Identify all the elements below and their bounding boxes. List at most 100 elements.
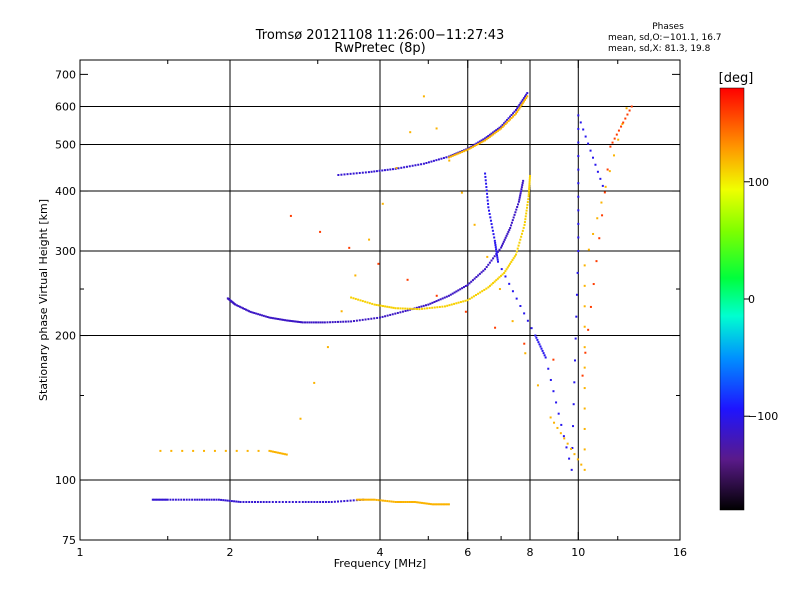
data-point: [316, 500, 319, 503]
data-point: [381, 315, 384, 318]
data-point: [584, 351, 587, 354]
data-point: [517, 109, 520, 112]
data-point: [524, 95, 527, 98]
data-point: [282, 452, 285, 455]
title-line-1: Tromsø 20121108 11:26:00−11:27:43: [255, 28, 505, 43]
data-point: [516, 247, 519, 250]
data-point: [170, 449, 173, 452]
x-tick-label: 16: [673, 546, 687, 559]
data-point: [516, 205, 519, 208]
data-point: [446, 503, 449, 506]
data-point: [310, 321, 313, 324]
data-point: [439, 298, 442, 301]
y-tick-label: 700: [55, 68, 76, 81]
data-point: [157, 498, 160, 501]
data-point: [418, 308, 421, 311]
data-point: [334, 321, 337, 324]
data-point: [510, 117, 513, 120]
data-point: [367, 171, 370, 174]
data-point: [519, 194, 522, 197]
data-point: [500, 125, 503, 128]
data-point: [359, 498, 362, 501]
data-point: [524, 98, 527, 101]
data-point: [257, 313, 260, 316]
data-point: [371, 302, 374, 305]
data-point: [436, 306, 439, 309]
data-point: [601, 214, 604, 217]
data-point: [464, 299, 467, 302]
data-point: [443, 305, 446, 308]
data-point: [484, 268, 487, 271]
data-point: [224, 449, 227, 452]
data-point: [496, 254, 499, 257]
data-point: [293, 320, 296, 323]
data-point: [243, 307, 246, 310]
data-point: [541, 349, 544, 352]
data-point: [526, 92, 529, 95]
data-point: [528, 176, 531, 179]
data-point: [489, 219, 492, 222]
data-point: [271, 500, 274, 503]
data-point: [436, 503, 439, 506]
data-point: [515, 297, 518, 300]
data-point: [339, 320, 342, 323]
data-point: [542, 352, 545, 355]
data-point: [470, 296, 473, 299]
data-point: [282, 318, 285, 321]
data-point: [625, 107, 628, 110]
x-axis-label: Frequency [MHz]: [334, 557, 426, 570]
data-point: [364, 300, 367, 303]
data-point: [425, 304, 428, 307]
data-point: [213, 498, 216, 501]
data-point: [492, 131, 495, 134]
data-point: [226, 499, 229, 502]
data-point: [280, 318, 283, 321]
data-point: [215, 498, 218, 501]
data-point: [577, 236, 580, 239]
data-point: [364, 171, 367, 174]
data-point: [509, 262, 512, 265]
data-point: [528, 179, 531, 182]
data-point: [249, 310, 252, 313]
data-point: [515, 250, 518, 253]
data-point: [509, 118, 512, 121]
data-point: [537, 341, 540, 344]
data-point: [464, 149, 467, 152]
data-point: [363, 498, 366, 501]
data-point: [354, 274, 357, 277]
data-point: [552, 358, 555, 361]
data-point: [268, 316, 271, 319]
data-point: [520, 235, 523, 238]
data-point: [574, 337, 577, 340]
data-point: [513, 114, 516, 117]
data-point: [439, 503, 442, 506]
data-point: [433, 503, 436, 506]
data-point: [394, 312, 397, 315]
data-point: [587, 248, 590, 251]
data-point: [570, 447, 573, 450]
data-point: [462, 286, 465, 289]
data-point: [457, 289, 460, 292]
data-point: [520, 190, 523, 193]
data-point: [400, 166, 403, 169]
data-point: [611, 141, 614, 144]
data-point: [517, 203, 520, 206]
data-point: [536, 338, 539, 341]
data-point: [331, 321, 334, 324]
data-point: [528, 183, 531, 186]
data-point: [494, 241, 497, 244]
data-point: [438, 305, 441, 308]
data-point: [386, 314, 389, 317]
data-point: [482, 140, 485, 143]
data-point: [473, 143, 476, 146]
y-tick-label: 100: [55, 474, 76, 487]
data-point: [446, 304, 449, 307]
data-point: [447, 294, 450, 297]
data-point: [368, 498, 371, 501]
data-point: [180, 498, 183, 501]
data-point: [364, 498, 367, 501]
data-point: [384, 499, 387, 502]
data-point: [268, 449, 271, 452]
data-point: [535, 336, 538, 339]
data-point: [329, 321, 332, 324]
